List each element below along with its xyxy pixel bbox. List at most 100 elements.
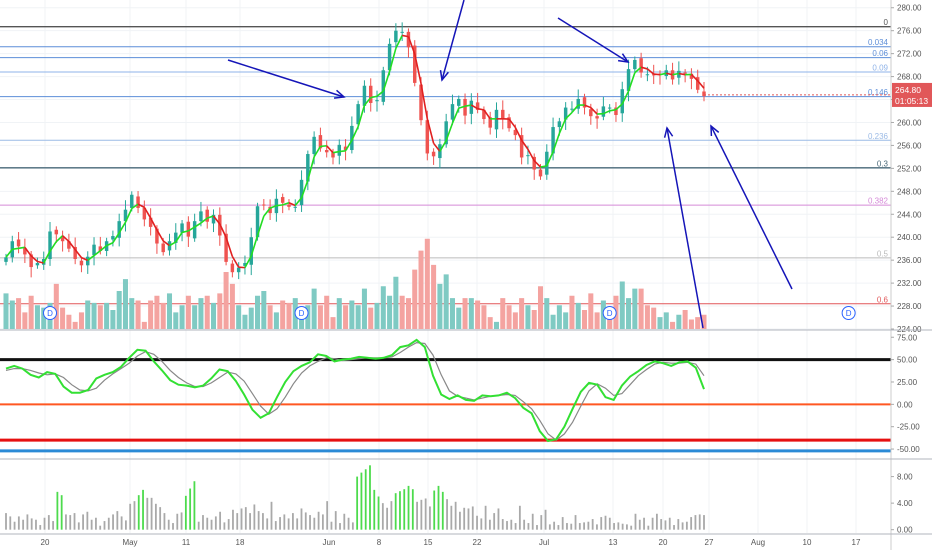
time-tick-label: 8 [377,538,382,547]
candle[interactable] [369,86,372,103]
histogram-bar [288,518,290,529]
histogram-bar [373,490,375,530]
price-tick-label: 236.00 [897,256,922,265]
candle[interactable] [470,101,473,114]
volume-bar [261,291,266,329]
candle[interactable] [646,74,649,75]
candle[interactable] [161,244,164,253]
candle[interactable] [287,205,290,207]
candle[interactable] [589,109,592,116]
volume-bar [217,293,222,329]
price-tick-label: 248.00 [897,187,922,196]
candles[interactable] [4,22,705,279]
candle[interactable] [262,205,265,206]
histogram-bar [322,514,324,529]
candle[interactable] [432,152,435,157]
candle[interactable] [4,257,7,262]
ma-segment [339,151,345,152]
candle[interactable] [375,100,378,101]
fib-level-label: 0.034 [868,38,889,47]
volume-bar [29,296,34,329]
histogram-bar [695,515,697,530]
volume-bar [569,296,574,329]
fib-level-label: 0.146 [868,88,889,97]
candle[interactable] [136,196,139,207]
candle[interactable] [526,155,529,156]
candle[interactable] [608,108,611,109]
volume-bar [651,308,656,329]
candle[interactable] [325,150,328,152]
histogram-bar [189,489,191,530]
candle[interactable] [683,73,686,74]
candle[interactable] [602,106,605,116]
candle[interactable] [633,60,636,69]
volume-bar [66,315,71,329]
candle[interactable] [187,222,190,237]
candle[interactable] [231,264,234,273]
histogram-bar [562,517,564,530]
candle[interactable] [237,268,240,273]
candle[interactable] [457,99,460,106]
volume-bar [632,289,637,329]
histogram-bar [313,518,315,530]
volume-bar [186,296,191,329]
dividend-marker-label: D [299,309,305,318]
histogram-bar [339,523,341,530]
candle[interactable] [595,116,598,118]
histogram-bar [151,498,153,530]
candle[interactable] [570,109,573,110]
histogram-bar [296,518,298,529]
ma-segment [333,152,339,153]
volume-bar [3,293,8,329]
hist-tick-label: 8.00 [897,473,913,482]
candle[interactable] [558,121,561,127]
histogram-bar [570,524,572,530]
time-tick-label: 18 [236,538,245,547]
histogram-bar [669,518,671,530]
volume-bar [274,312,279,329]
histogram-bar [493,513,495,530]
histogram-bar [549,524,551,529]
histogram-bar [82,514,84,529]
histogram-bar [108,518,110,530]
histogram-bar [44,518,46,530]
candle[interactable] [92,245,95,255]
candle[interactable] [36,263,39,265]
candle[interactable] [111,236,114,239]
volume-bar [85,301,90,330]
volume-bar [639,289,644,329]
candle[interactable] [400,32,403,33]
candle[interactable] [193,221,196,238]
candle[interactable] [294,207,297,208]
candle[interactable] [501,110,504,119]
candle[interactable] [639,58,642,72]
candle[interactable] [312,137,315,154]
candle[interactable] [80,261,83,266]
histogram-bar [138,495,140,530]
time-tick-label: May [122,538,137,547]
histogram-bar [686,522,688,530]
volume-bar [557,305,562,329]
volume-bar [381,286,386,329]
histogram-bar [211,520,213,530]
ma-segment [528,149,534,160]
candle[interactable] [281,197,284,203]
histogram-bar [442,492,444,530]
volume-bar [154,296,159,329]
candle[interactable] [180,223,183,232]
candle[interactable] [394,31,397,42]
candle[interactable] [130,195,133,208]
histogram-bar [395,493,397,530]
candle[interactable] [338,145,341,156]
candle[interactable] [451,104,454,119]
candle[interactable] [17,240,20,247]
histogram-bar [361,473,363,530]
candle[interactable] [55,230,58,235]
candle[interactable] [199,211,202,221]
volume-bar [242,315,247,329]
histogram-bar [378,497,380,530]
ma-segment [673,74,679,75]
candle[interactable] [539,170,542,177]
candle[interactable] [86,257,89,266]
